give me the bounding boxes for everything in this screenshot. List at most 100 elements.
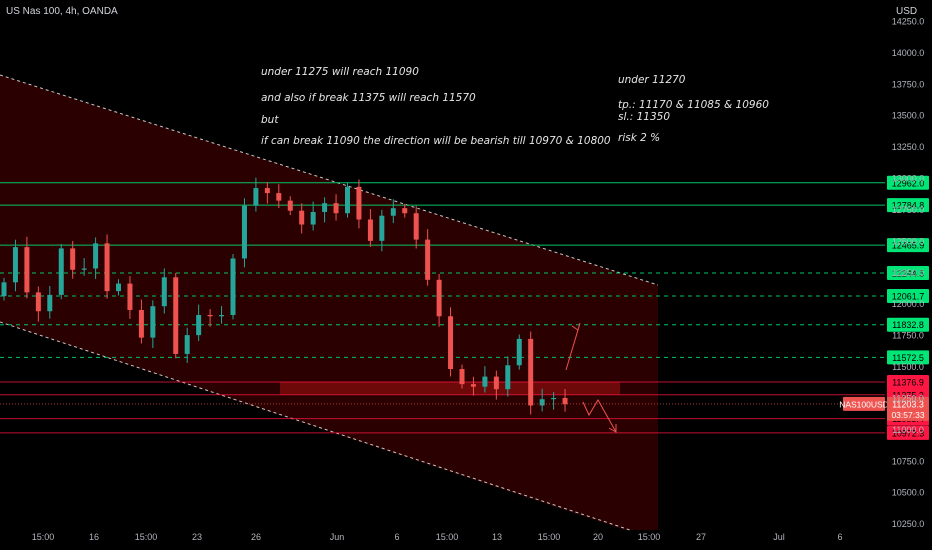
x-tick-label-8: 13	[492, 532, 502, 542]
y-tick-label-3: 13500.0	[892, 111, 925, 121]
candle-body-10	[116, 283, 121, 292]
y-tick-label-0: 14250.0	[892, 16, 925, 26]
channel-zone	[0, 75, 658, 530]
candle-body-35	[402, 208, 408, 214]
candle-body-26	[299, 210, 305, 225]
y-tick-label-6: 12750.0	[892, 205, 925, 215]
annotation-right-4: risk 2 %	[618, 132, 661, 144]
candle-body-47	[539, 399, 545, 406]
currency-label: USD	[896, 6, 918, 17]
candle-body-30	[345, 186, 350, 214]
level-tag-7	[887, 375, 929, 390]
level-tag-text-0: 12962.0	[892, 178, 925, 188]
x-tick-label-3: 23	[192, 532, 202, 542]
annotation-right-1: under 11270	[618, 74, 686, 86]
candle-body-19	[219, 315, 225, 317]
y-tick-label-7: 12500.0	[892, 236, 925, 246]
x-tick-label-0: 15:00	[32, 532, 55, 542]
y-tick-label-12: 11250.0	[892, 393, 924, 403]
candle-body-3	[35, 292, 41, 312]
candle-body-41	[470, 384, 476, 387]
current-price-value: 11203.3	[892, 399, 924, 409]
candle-body-7	[81, 268, 87, 270]
y-tick-label-9: 12000.0	[892, 299, 925, 309]
level-tag-text-2: 12465.9	[892, 241, 925, 251]
y-tick-label-2: 13750.0	[892, 79, 925, 89]
candle-body-45	[516, 338, 522, 366]
level-tag-5	[887, 317, 929, 332]
level-tag-10	[887, 425, 929, 440]
level-tag-6	[887, 350, 929, 365]
y-tick-label-10: 11750.0	[892, 331, 924, 341]
x-tick-label-6: 6	[394, 532, 399, 542]
candle-body-11	[127, 283, 133, 310]
x-tick-label-2: 15:00	[135, 532, 158, 542]
candle-body-16	[184, 335, 190, 354]
annotation-right-2: tp.: 11170 & 11085 & 10960	[618, 99, 769, 111]
candle-body-2	[24, 247, 30, 293]
x-tick-label-14: 6	[837, 532, 842, 542]
candle-body-37	[425, 239, 431, 280]
candle-body-38	[436, 279, 442, 317]
current-price-tag	[887, 396, 929, 421]
candle-body-36	[413, 213, 419, 240]
level-tag-text-7: 11376.9	[892, 378, 924, 388]
level-tag-4	[887, 288, 929, 303]
level-tag-2	[887, 238, 929, 253]
level-tag-1	[887, 198, 929, 213]
annotation-left-2: and also if break 11375 will reach 11570	[261, 92, 476, 104]
candle-body-29	[333, 203, 339, 214]
annotation-right-3: sl.: 11350	[618, 111, 671, 123]
x-tick-label-7: 15:00	[436, 532, 459, 542]
candle-body-28	[322, 203, 328, 212]
channel-upper-line	[0, 74, 659, 286]
candle-body-5	[58, 248, 64, 295]
level-tag-text-10: 10972.3	[892, 428, 925, 438]
level-tag-text-3: 12244.5	[892, 268, 925, 278]
candle-body-17	[196, 315, 202, 336]
x-tick-label-9: 15:00	[538, 532, 561, 542]
candle-body-9	[104, 243, 110, 292]
x-tick-label-12: 27	[696, 532, 706, 542]
y-tick-label-15: 10500.0	[892, 488, 925, 498]
y-tick-label-16: 10250.0	[892, 519, 925, 529]
candle-body-14	[161, 277, 167, 307]
projection-up-arrow	[565, 329, 579, 371]
x-tick-label-10: 20	[593, 532, 603, 542]
x-tick-label-5: Jun	[330, 532, 345, 542]
projection-up-arrowhead	[571, 322, 581, 331]
level-tag-text-1: 12784.8	[892, 201, 925, 211]
candle-body-32	[367, 219, 373, 241]
symbol-header: US Nas 100, 4h, OANDA	[6, 6, 118, 17]
candle-body-6	[70, 248, 76, 270]
candle-body-34	[390, 208, 396, 216]
candle-body-24	[276, 193, 282, 201]
y-tick-label-5: 13000.0	[892, 174, 925, 184]
projection-down-arrowhead	[608, 424, 617, 433]
x-tick-label-4: 26	[251, 532, 261, 542]
resistance-band	[280, 382, 620, 395]
y-tick-label-14: 10750.0	[892, 456, 925, 466]
candle-body-15	[173, 277, 179, 354]
x-tick-label-11: 15:00	[638, 532, 661, 542]
candle-body-43	[493, 376, 499, 390]
candle-body-40	[459, 369, 465, 385]
candle-body-21	[241, 205, 247, 259]
candle-body-31	[356, 186, 362, 220]
level-tag-text-8: 11275.2	[892, 390, 924, 400]
y-tick-label-1: 14000.0	[892, 48, 925, 58]
annotation-left-3: but	[261, 114, 279, 126]
candle-body-27	[310, 211, 316, 225]
level-tag-text-6: 11572.5	[892, 353, 924, 363]
y-tick-label-11: 11500.0	[892, 362, 924, 372]
current-price-name: NAS100USD	[839, 399, 889, 409]
current-price-countdown: 03:57:33	[891, 410, 924, 420]
current-price-name-tag	[843, 396, 885, 411]
candle-body-49	[562, 397, 568, 405]
candle-body-25	[287, 200, 293, 211]
y-tick-label-8: 12250.0	[892, 268, 925, 278]
candle-body-20	[230, 258, 236, 316]
y-tick-label-13: 11000.0	[892, 425, 924, 435]
candle-body-18	[207, 315, 213, 317]
